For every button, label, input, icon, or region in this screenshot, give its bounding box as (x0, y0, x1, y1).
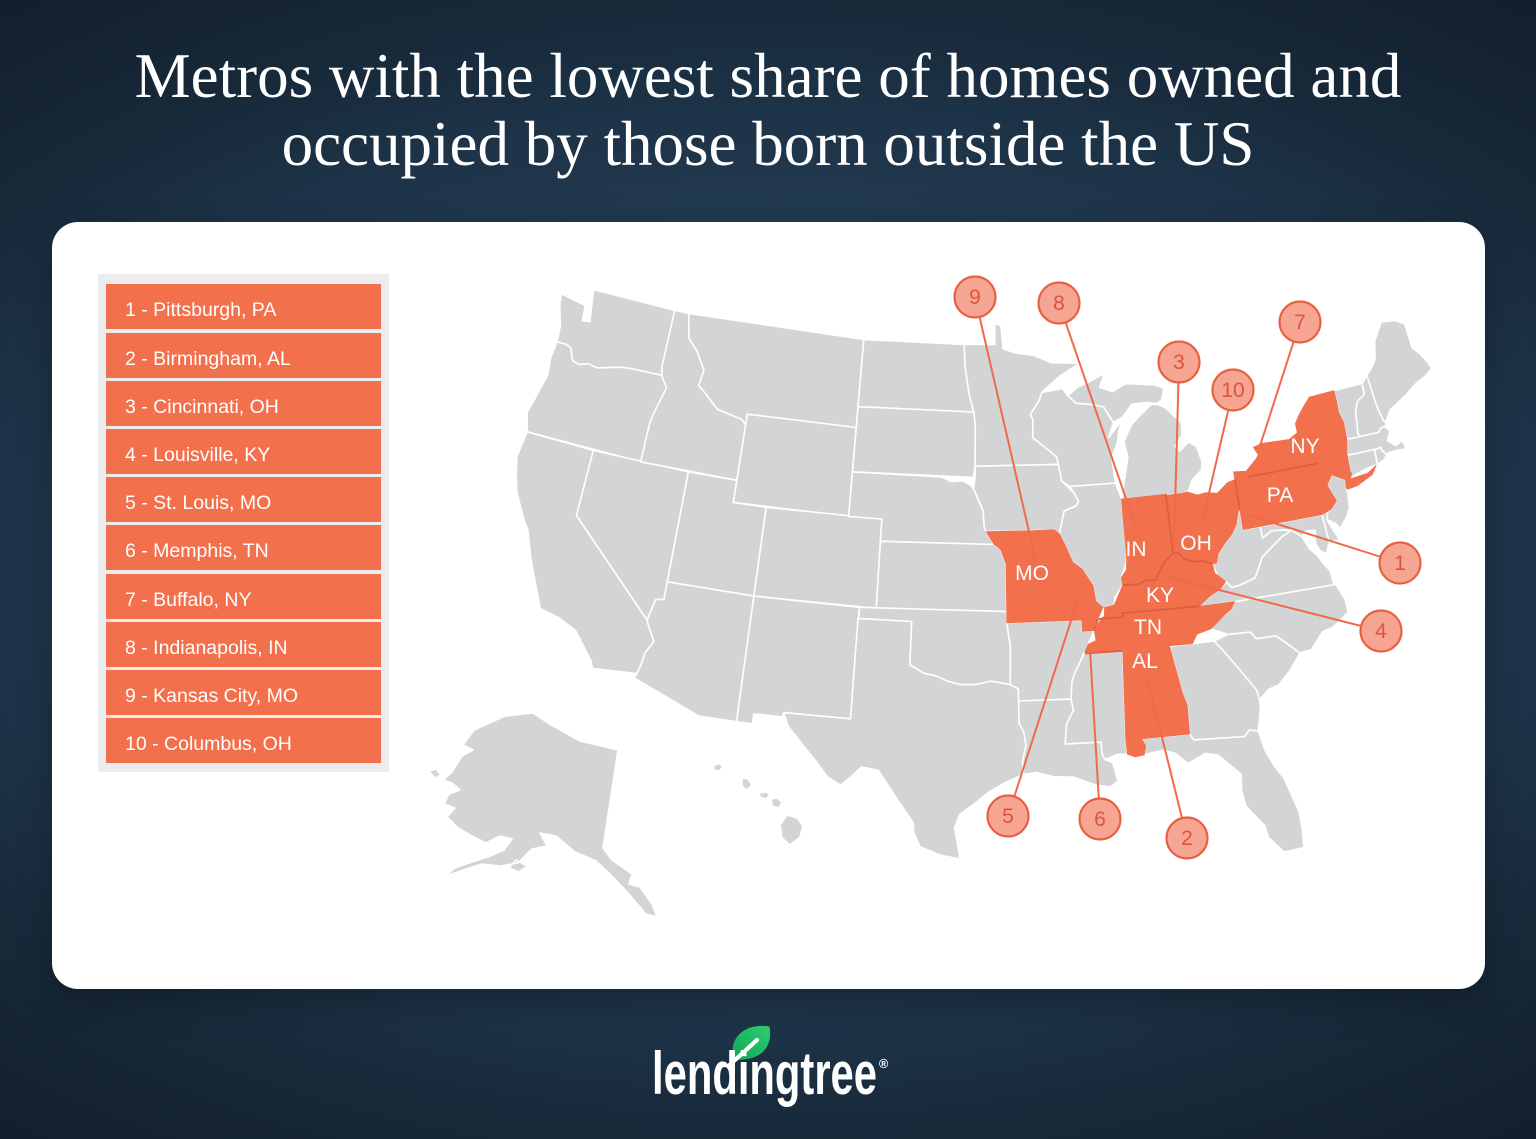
svg-text:9: 9 (969, 286, 981, 309)
svg-text:MO: MO (1015, 562, 1049, 585)
svg-text:10: 10 (1221, 379, 1244, 402)
svg-text:2: 2 (1181, 827, 1193, 850)
svg-text:lendingtree: lendingtree (652, 1040, 877, 1107)
svg-text:6: 6 (1094, 808, 1106, 831)
svg-text:®: ® (879, 1057, 889, 1071)
svg-text:5: 5 (1002, 805, 1014, 828)
svg-text:PA: PA (1267, 484, 1293, 507)
svg-text:IN: IN (1126, 538, 1147, 561)
svg-text:TN: TN (1134, 616, 1162, 639)
svg-text:AL: AL (1132, 650, 1158, 673)
svg-text:7: 7 (1294, 311, 1306, 334)
svg-text:KY: KY (1146, 584, 1174, 607)
svg-text:NY: NY (1290, 435, 1319, 458)
svg-text:1: 1 (1394, 552, 1406, 575)
svg-text:OH: OH (1180, 532, 1212, 555)
svg-text:3: 3 (1173, 351, 1185, 374)
svg-text:8: 8 (1053, 292, 1065, 315)
svg-text:4: 4 (1375, 620, 1387, 643)
